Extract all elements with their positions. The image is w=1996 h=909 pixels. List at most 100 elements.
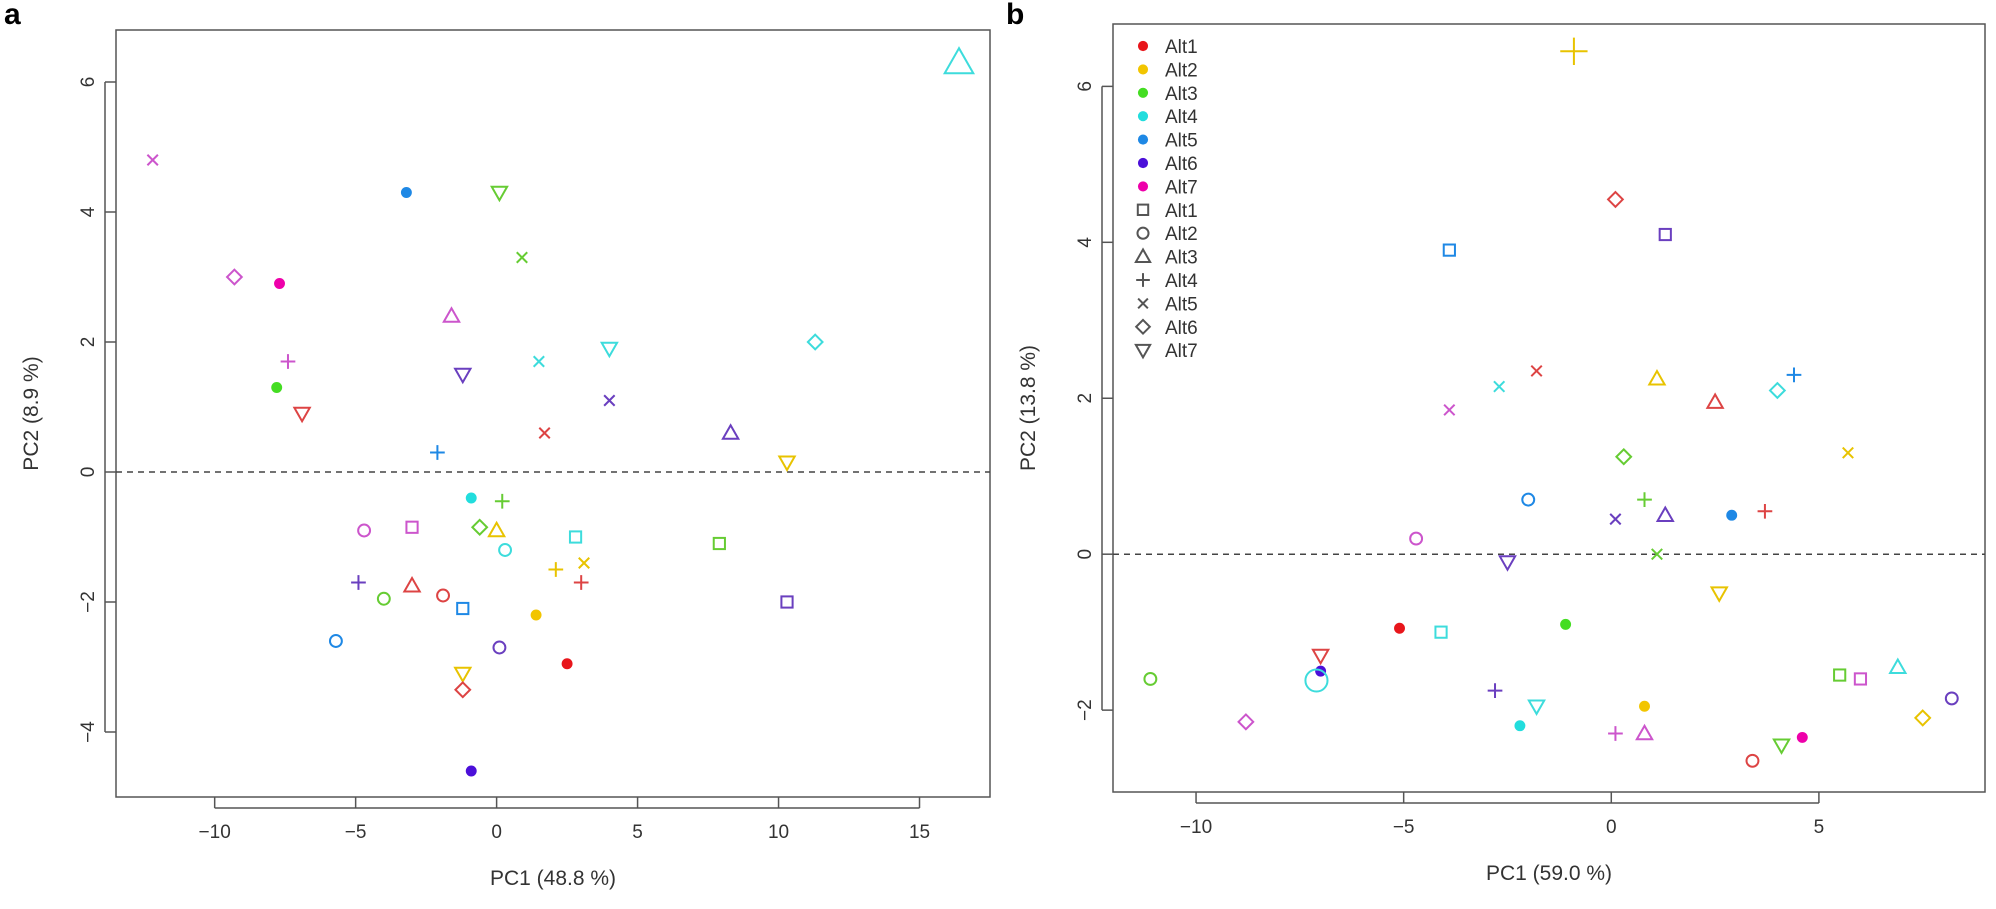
- data-point: [357, 523, 372, 538]
- data-point: [1442, 243, 1456, 257]
- legend-label: Alt5: [1165, 131, 1198, 152]
- data-point: [1606, 190, 1625, 209]
- legend-symbol: [1137, 134, 1149, 145]
- data-point: [1560, 618, 1572, 630]
- data-point: [470, 518, 489, 537]
- y-tick-label: 4: [78, 206, 99, 217]
- legend-symbol: [1136, 203, 1150, 217]
- data-point: [1237, 713, 1255, 731]
- data-point: [721, 423, 741, 440]
- data-point: [351, 575, 366, 590]
- y-tick-label: 2: [1075, 393, 1096, 404]
- data-point: [405, 520, 419, 534]
- data-point: [1842, 446, 1854, 459]
- data-point: [292, 406, 312, 424]
- legend-symbol: [1137, 64, 1149, 75]
- data-point: [777, 455, 797, 472]
- legend-symbol: [1137, 157, 1149, 169]
- data-point: [568, 530, 583, 544]
- data-point: [1434, 625, 1448, 639]
- data-point: [402, 576, 422, 593]
- y-axis-label: PC2 (8.9 %): [20, 356, 43, 470]
- data-point: [328, 634, 343, 648]
- data-point: [1757, 503, 1773, 519]
- y-tick-label: −4: [78, 721, 99, 743]
- data-point: [532, 355, 545, 368]
- data-point: [1560, 37, 1588, 65]
- data-point: [1635, 723, 1654, 741]
- panel-a-label: a: [4, 0, 21, 31]
- data-point: [1608, 726, 1623, 741]
- data-point: [1944, 691, 1959, 706]
- data-point: [1521, 492, 1536, 507]
- legend-symbol: [1134, 343, 1152, 360]
- legend-label: Alt5: [1165, 294, 1198, 315]
- data-point: [1639, 700, 1650, 712]
- data-point: [780, 595, 794, 609]
- plot-frame: [1112, 23, 1986, 793]
- legend: Alt1Alt2Alt3Alt4Alt5Alt6Alt7Alt1Alt2Alt3…: [1134, 37, 1198, 362]
- data-point: [487, 520, 507, 538]
- data-point: [1493, 380, 1506, 393]
- data-point: [1409, 531, 1424, 546]
- data-point: [1487, 683, 1503, 698]
- data-point: [1614, 447, 1633, 466]
- legend-label: Alt3: [1165, 248, 1198, 269]
- data-point: [494, 493, 510, 509]
- x-axis-label: PC1 (48.8 %): [490, 867, 616, 890]
- x-tick-label: 0: [491, 822, 502, 843]
- x-tick-label: 10: [768, 822, 789, 843]
- data-point: [1913, 709, 1932, 727]
- legend-symbol: [1137, 297, 1149, 309]
- data-point: [806, 333, 824, 351]
- legend-label: Alt2: [1165, 224, 1198, 245]
- data-point: [1796, 731, 1808, 743]
- x-axis-label: PC1 (59.0 %): [1486, 862, 1612, 885]
- data-point: [1888, 657, 1908, 675]
- data-point: [599, 341, 619, 359]
- data-point: [1726, 509, 1738, 521]
- legend-symbol: [1136, 226, 1150, 240]
- data-point: [430, 445, 445, 460]
- data-point: [1527, 699, 1546, 716]
- data-point: [1498, 555, 1517, 572]
- y-tick-label: 2: [78, 337, 99, 348]
- data-point: [280, 354, 296, 369]
- data-point: [490, 185, 509, 203]
- data-point: [1853, 672, 1868, 686]
- data-point: [561, 658, 573, 670]
- x-tick-label: 5: [1814, 817, 1825, 838]
- data-point: [492, 640, 507, 655]
- data-point: [465, 492, 477, 504]
- data-point: [1394, 622, 1405, 634]
- data-point: [573, 575, 589, 590]
- data-point: [453, 367, 473, 385]
- data-point: [1647, 369, 1667, 386]
- data-point: [1143, 671, 1158, 686]
- data-point: [1833, 668, 1847, 682]
- y-tick-label: −2: [78, 591, 99, 613]
- data-point: [530, 609, 542, 621]
- legend-label: Alt6: [1165, 154, 1198, 175]
- data-point: [578, 557, 590, 569]
- plot-frame: [115, 29, 991, 798]
- x-tick-label: 0: [1606, 817, 1617, 838]
- data-point: [436, 588, 450, 603]
- data-point: [225, 268, 244, 286]
- data-point: [453, 666, 473, 684]
- data-point: [454, 680, 472, 699]
- legend-label: Alt1: [1165, 37, 1198, 58]
- data-point: [1655, 505, 1675, 522]
- legend-symbol: [1137, 181, 1149, 192]
- legend-symbol: [1134, 318, 1152, 336]
- data-point: [1786, 367, 1802, 383]
- legend-label: Alt7: [1165, 177, 1198, 198]
- legend-label: Alt4: [1165, 271, 1198, 292]
- data-point: [548, 562, 564, 577]
- panel-b-label: b: [1006, 0, 1025, 31]
- data-point: [1658, 227, 1672, 242]
- data-point: [1637, 492, 1652, 507]
- legend-label: Alt6: [1165, 318, 1198, 339]
- legend-symbol: [1137, 111, 1149, 122]
